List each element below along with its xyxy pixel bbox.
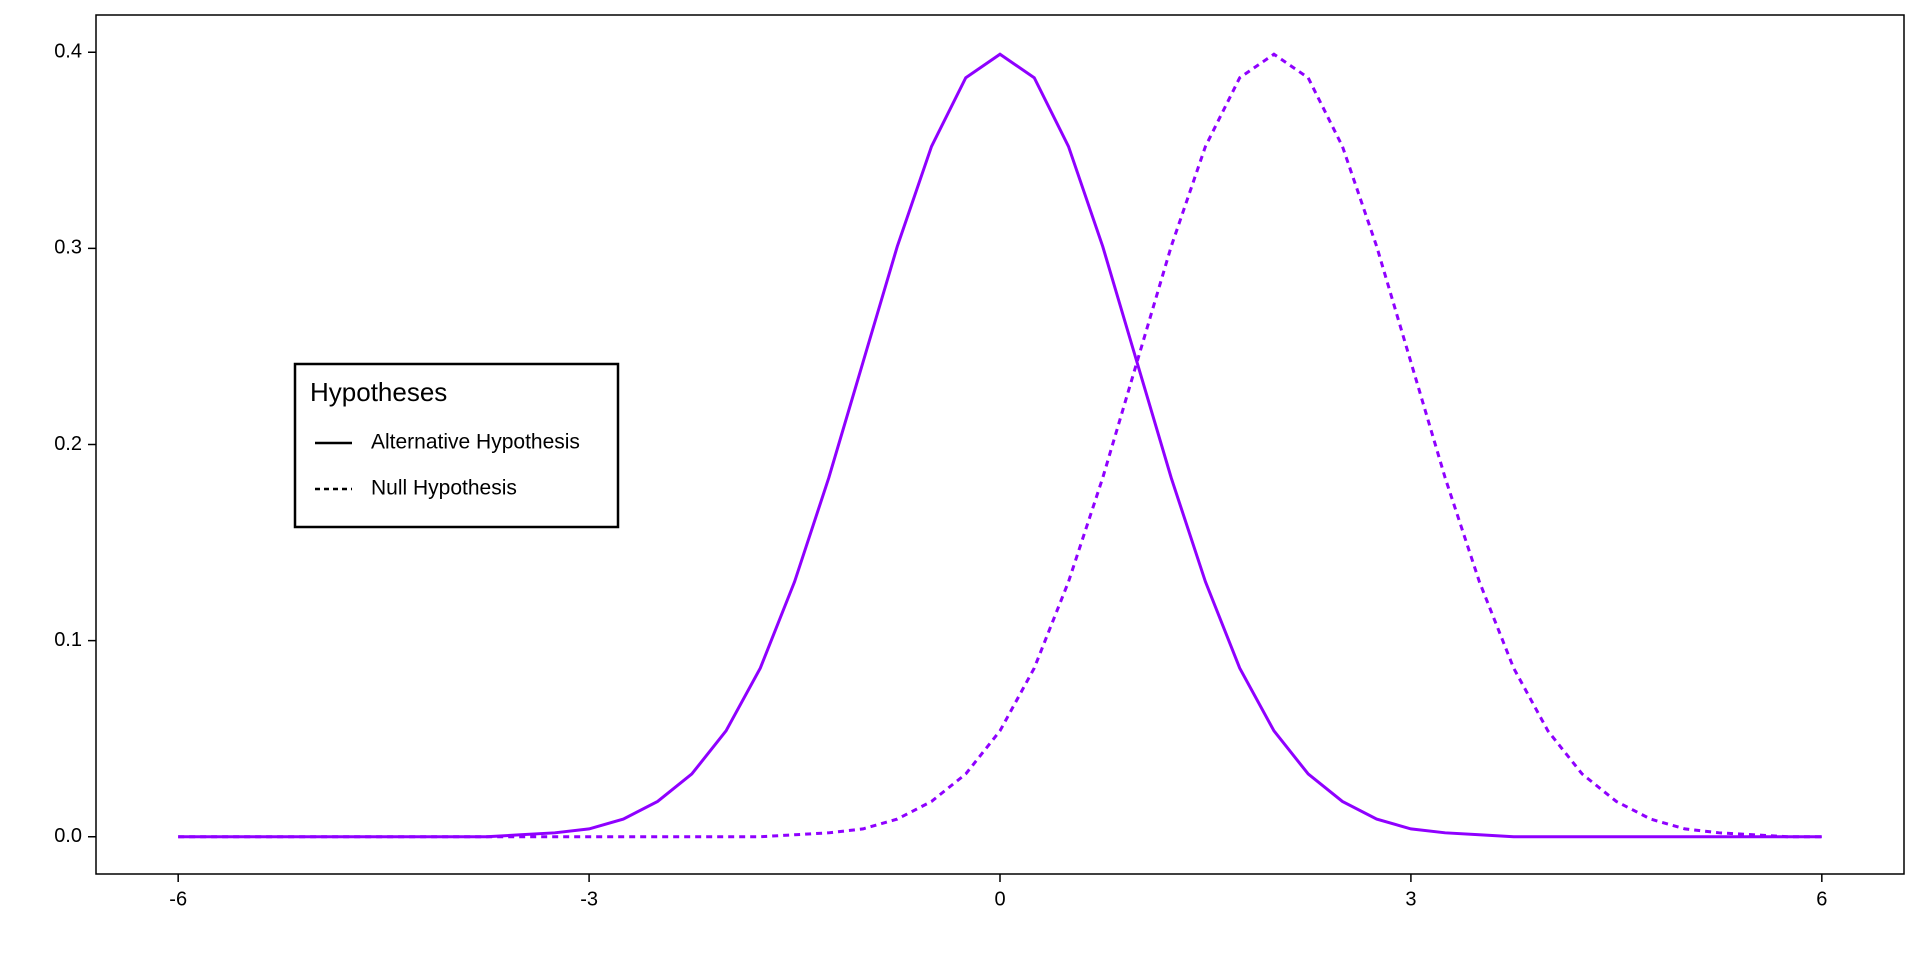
x-tick-label: -6 xyxy=(169,888,187,910)
series-line xyxy=(178,52,1822,839)
legend-box xyxy=(293,362,620,529)
y-tick-label: 0.1 xyxy=(54,629,82,651)
y-tick-label: 0.4 xyxy=(54,41,82,63)
x-tick-label: 0 xyxy=(994,888,1005,910)
x-tick-label: 6 xyxy=(1816,888,1827,910)
legend-label: Alternative Hypothesis xyxy=(371,431,580,454)
legend-title: Hypotheses xyxy=(310,377,447,407)
x-tick-label: -3 xyxy=(580,888,598,910)
legend-label: Null Hypothesis xyxy=(371,477,517,500)
y-tick-label: 0.0 xyxy=(54,825,82,847)
series-line xyxy=(178,52,1822,839)
x-tick-label: 3 xyxy=(1405,888,1416,910)
y-tick-label: 0.3 xyxy=(54,237,82,259)
y-tick-label: 0.2 xyxy=(54,433,82,455)
